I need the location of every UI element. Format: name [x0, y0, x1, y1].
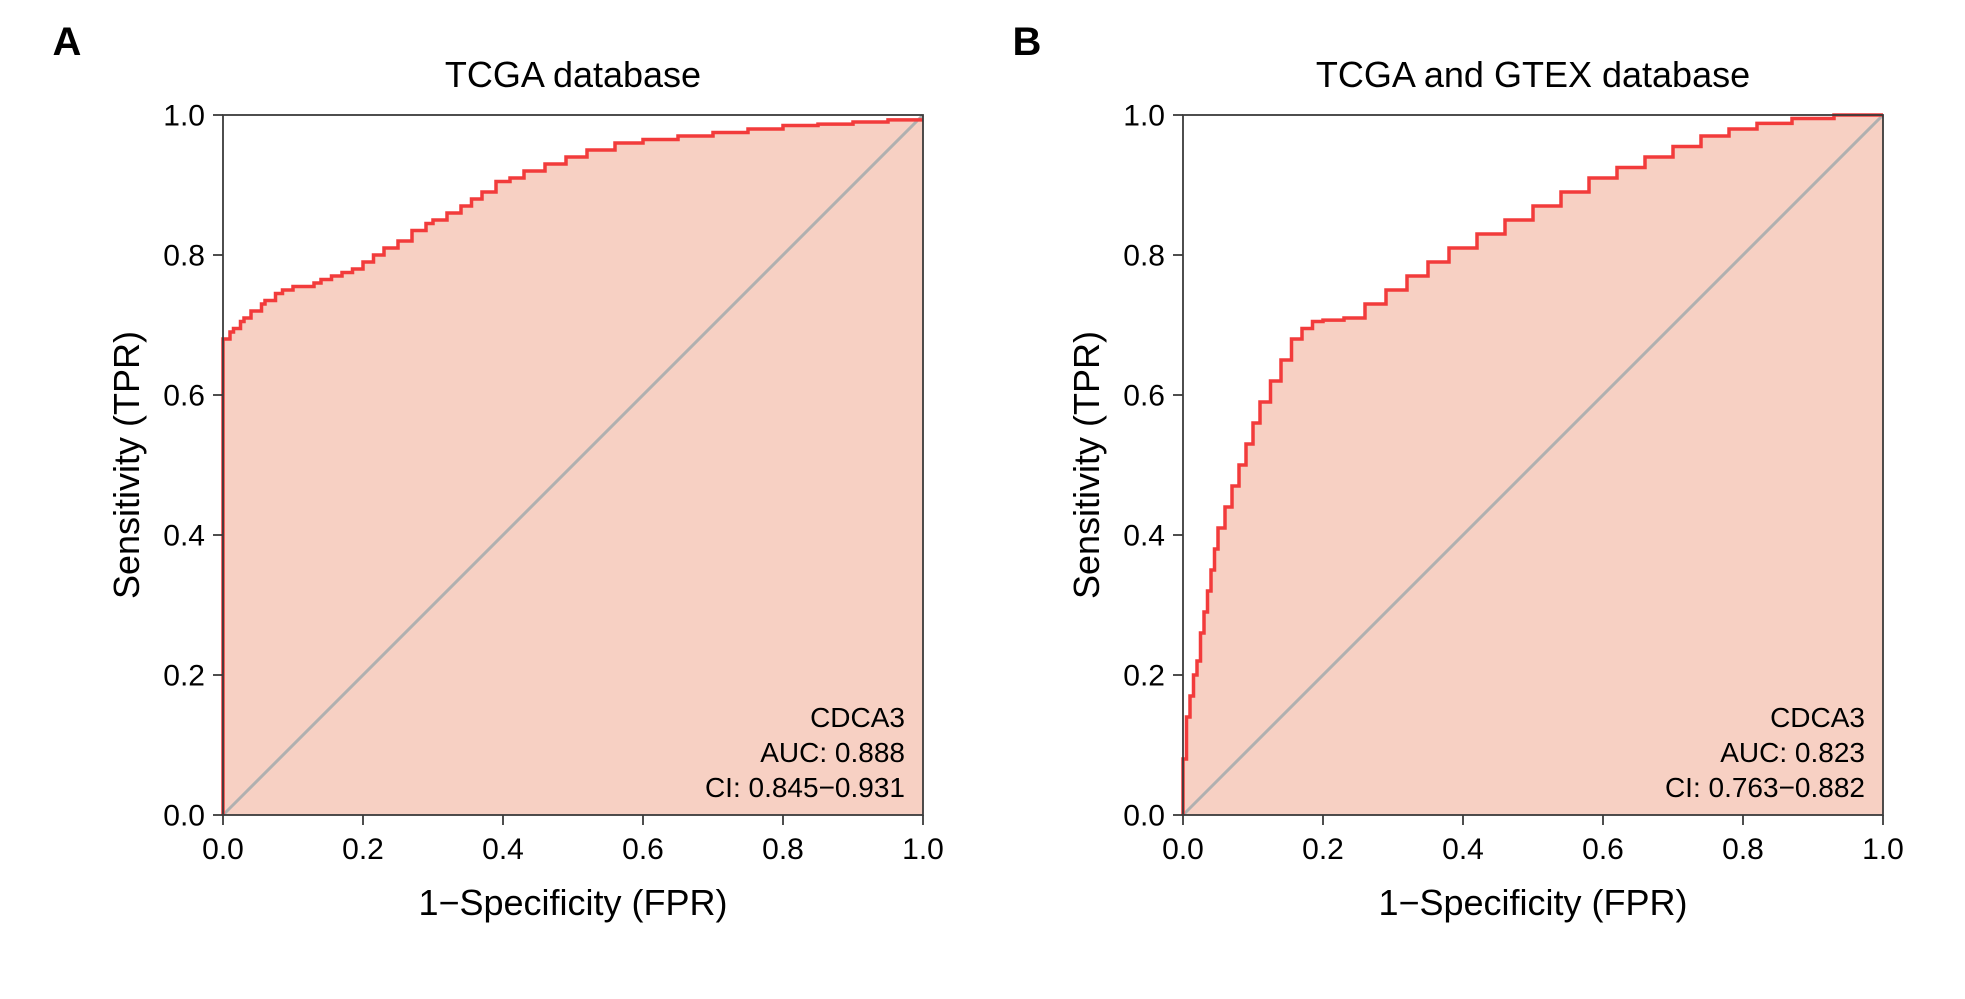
- y-tick-label: 0.4: [1123, 520, 1165, 553]
- x-tick-label: 0.6: [1582, 833, 1624, 866]
- annotation-line3: CI: 0.763−0.882: [1664, 772, 1864, 803]
- y-tick-label: 0.6: [163, 380, 205, 413]
- annotation-line1: CDCA3: [810, 702, 905, 733]
- y-axis-label: Sensitivity (TPR): [1066, 331, 1107, 599]
- x-tick-label: 0.8: [762, 833, 804, 866]
- x-tick-label: 0.8: [1722, 833, 1764, 866]
- panel-b: B 0.0 0.2 0.4 0.6 0.8 1.0 0.0 0.2 0.4 0.6 0.8 1.0 TC…: [1013, 20, 1913, 945]
- y-tick-label: 0.8: [163, 240, 205, 273]
- x-tick-label: 0.6: [622, 833, 664, 866]
- x-axis-label: 1−Specificity (FPR): [418, 882, 727, 923]
- x-axis-label: 1−Specificity (FPR): [1378, 882, 1687, 923]
- y-tick-label: 0.2: [163, 660, 205, 693]
- x-tick-label: 1.0: [902, 833, 944, 866]
- y-axis-label: Sensitivity (TPR): [106, 331, 147, 599]
- chart-title: TCGA and GTEX database: [1315, 54, 1749, 95]
- x-tick-label: 0.0: [1162, 833, 1204, 866]
- y-tick-label: 0.0: [163, 800, 205, 833]
- y-tick-label: 1.0: [1123, 100, 1165, 133]
- x-tick-label: 0.0: [202, 833, 244, 866]
- y-tick-label: 0.4: [163, 520, 205, 553]
- y-tick-label: 0.6: [1123, 380, 1165, 413]
- annotation-line3: CI: 0.845−0.931: [704, 772, 904, 803]
- figure-container: A 0.0 0.2 0.4 0.6 0.8 1.0 0.0 0.2 0.4 0.6 0.8 1.0 TC…: [20, 20, 1945, 945]
- x-tick-label: 0.4: [1442, 833, 1484, 866]
- roc-chart-a: 0.0 0.2 0.4 0.6 0.8 1.0 0.0 0.2 0.4 0.6 0.8 1.0 TCGA…: [53, 20, 953, 940]
- annotation-line2: AUC: 0.823: [1720, 737, 1865, 768]
- y-tick-label: 0.0: [1123, 800, 1165, 833]
- panel-b-label: B: [1013, 20, 1042, 65]
- annotation-line2: AUC: 0.888: [760, 737, 905, 768]
- y-tick-label: 0.2: [1123, 660, 1165, 693]
- y-tick-label: 0.8: [1123, 240, 1165, 273]
- annotation-line1: CDCA3: [1770, 702, 1865, 733]
- roc-chart-b: 0.0 0.2 0.4 0.6 0.8 1.0 0.0 0.2 0.4 0.6 0.8 1.0 TCGA…: [1013, 20, 1913, 940]
- panel-a-label: A: [53, 20, 82, 65]
- panel-a: A 0.0 0.2 0.4 0.6 0.8 1.0 0.0 0.2 0.4 0.6 0.8 1.0 TC…: [53, 20, 953, 945]
- x-tick-label: 0.4: [482, 833, 524, 866]
- x-tick-label: 1.0: [1862, 833, 1904, 866]
- y-tick-label: 1.0: [163, 100, 205, 133]
- x-tick-label: 0.2: [342, 833, 384, 866]
- x-tick-label: 0.2: [1302, 833, 1344, 866]
- chart-title: TCGA database: [444, 54, 700, 95]
